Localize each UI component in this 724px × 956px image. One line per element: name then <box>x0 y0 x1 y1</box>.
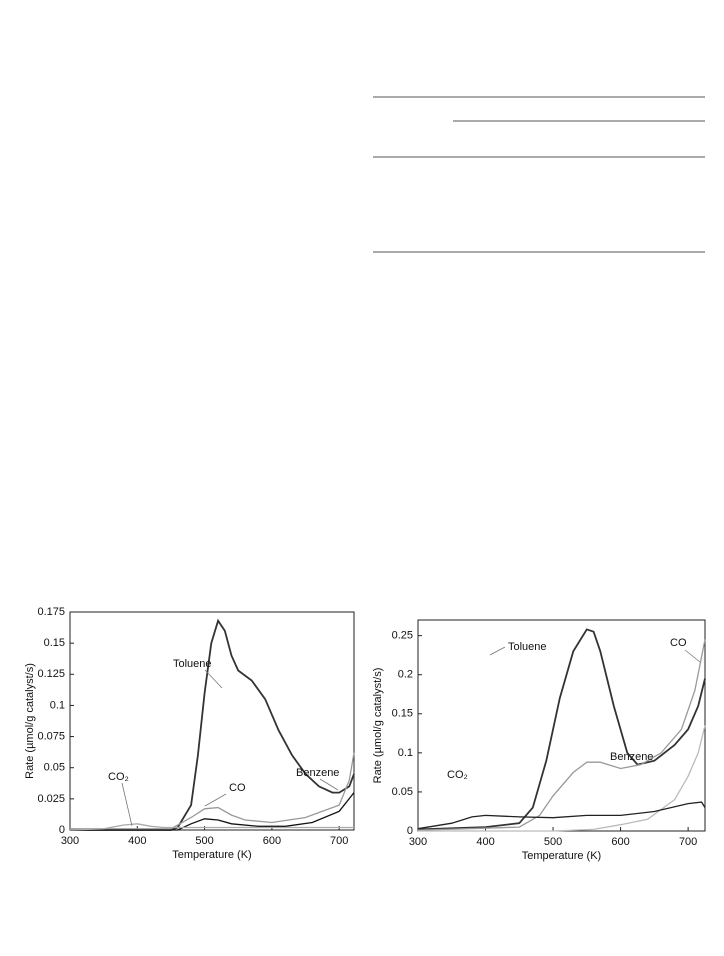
y-tick-label: 0.15 <box>44 637 65 649</box>
leader-line <box>204 669 223 689</box>
x-tick-label: 700 <box>679 836 697 848</box>
series-label: CO₂ <box>108 771 129 783</box>
series-label: Toluene <box>173 658 212 670</box>
y-tick-label: 0.2 <box>398 669 413 681</box>
x-tick-label: 400 <box>128 835 146 847</box>
x-axis-label: Temperature (K) <box>522 850 601 862</box>
plot-frame <box>417 619 706 832</box>
series-line <box>417 628 706 831</box>
leader-line <box>489 646 506 656</box>
x-tick-label: 500 <box>195 835 213 847</box>
series-line <box>418 725 706 832</box>
series-line <box>70 792 355 831</box>
x-tick-label: 500 <box>544 836 562 848</box>
series-label: CO₂ <box>447 769 468 781</box>
x-tick-label: 400 <box>476 836 494 848</box>
y-axis-label: Rate (µmol/g catalyst/s) <box>372 668 384 784</box>
y-tick-label: 0.025 <box>37 793 65 805</box>
series-line <box>70 618 355 831</box>
y-tick-label: 0.1 <box>50 699 65 711</box>
x-axis-label: Temperature (K) <box>172 849 251 861</box>
leader-line <box>204 793 227 807</box>
y-tick-label: 0.125 <box>37 668 65 680</box>
series-line <box>70 752 355 830</box>
y-tick-label: 0.1 <box>398 747 413 759</box>
x-tick-label: 700 <box>330 835 348 847</box>
series-line <box>417 801 706 830</box>
y-tick-label: 0.25 <box>392 630 413 642</box>
y-tick-label: 0.05 <box>44 762 65 774</box>
series-label: Benzene <box>296 767 339 779</box>
leader-line <box>121 782 133 827</box>
series-label: CO <box>670 637 687 649</box>
y-tick-label: 0 <box>59 824 65 836</box>
y-tick-label: 0.05 <box>392 786 413 798</box>
y-tick-label: 0.075 <box>37 730 65 742</box>
x-tick-label: 600 <box>263 835 281 847</box>
y-tick-label: 0.15 <box>392 708 413 720</box>
plot-frame <box>69 611 355 831</box>
y-tick-label: 0.175 <box>37 606 65 618</box>
x-tick-label: 600 <box>611 836 629 848</box>
y-tick-label: 0 <box>407 825 413 837</box>
x-tick-label: 300 <box>61 835 79 847</box>
leader-line <box>684 649 701 663</box>
x-tick-label: 300 <box>409 836 427 848</box>
series-line <box>69 823 354 831</box>
leader-line <box>319 778 339 791</box>
series-label: CO <box>229 782 246 794</box>
series-label: Toluene <box>508 641 547 653</box>
series-label: Benzene <box>610 751 653 763</box>
series-line <box>417 639 706 831</box>
y-axis-label: Rate (µmol/g catalyst/s) <box>24 663 36 779</box>
